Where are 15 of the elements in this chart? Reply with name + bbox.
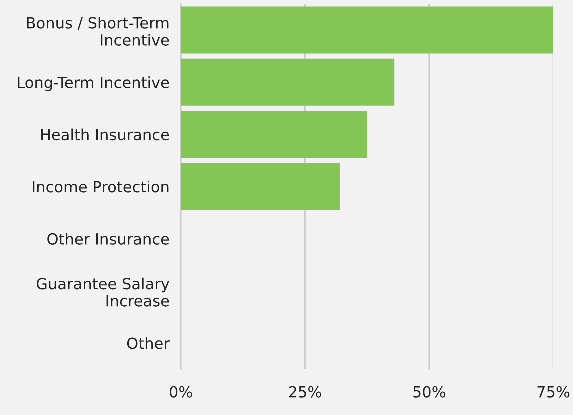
y-tick-label: Guarantee Salary Increase <box>36 278 170 307</box>
bar <box>181 111 368 158</box>
y-tick-label: Long-Term Incentive <box>18 76 170 92</box>
y-tick-label: Income Protection <box>33 180 169 193</box>
y-tick-label: Other <box>127 337 170 350</box>
y-tick-label: Health Insurance <box>41 128 170 141</box>
bar <box>181 6 554 54</box>
x-tick-label: 25% <box>289 386 322 398</box>
x-tick-label: 75% <box>538 386 570 398</box>
bar <box>181 163 340 210</box>
x-tick-label: 50% <box>414 386 446 398</box>
bar <box>181 58 395 106</box>
y-tick-label: Bonus / Short-Term Incentive <box>27 17 170 46</box>
x-tick-label: 0% <box>170 386 192 398</box>
y-tick-label: Other Insurance <box>48 233 170 245</box>
